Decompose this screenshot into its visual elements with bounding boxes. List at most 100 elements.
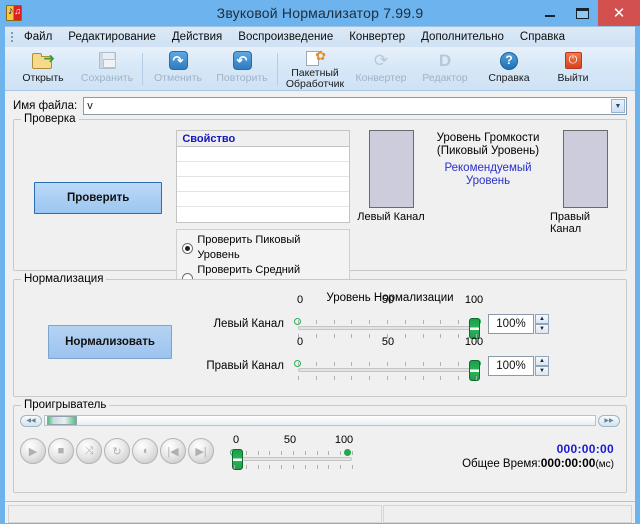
menu-item-additional[interactable]: Дополнительно	[421, 30, 504, 43]
spinner-up-icon[interactable]: ▲	[535, 356, 549, 366]
toolbar-label-redo: Повторить	[216, 71, 268, 84]
toolbar-button-converter[interactable]: ⟳ Конвертер	[349, 48, 413, 90]
property-row[interactable]	[177, 207, 349, 222]
normalize-left-value[interactable]: 100%	[488, 314, 534, 334]
menu-item-help[interactable]: Справка	[519, 30, 566, 43]
redo-icon: ↶	[229, 50, 255, 72]
normalize-right-label: Правый Канал	[206, 360, 284, 372]
total-time-units: (мс)	[595, 459, 614, 470]
meter-title-block: Уровень Громкости (Пиковый Уровень) Реко…	[426, 130, 550, 188]
toolbar-button-save[interactable]: Сохранить	[75, 48, 139, 90]
toolbar-button-undo[interactable]: ↷ Отменить	[146, 48, 210, 90]
volume-thumb[interactable]	[232, 449, 243, 470]
tick-100: 100	[464, 294, 484, 306]
spinner-up-icon[interactable]: ▲	[535, 314, 549, 324]
normalize-right-value[interactable]: 100%	[488, 356, 534, 376]
shuffle-icon[interactable]: ⤨	[76, 438, 102, 464]
toolbar-label-open: Открыть	[22, 71, 64, 84]
toolbar-button-editor[interactable]: D Редактор	[413, 48, 477, 90]
toolbar-button-exit[interactable]: ⏻ Выйти	[541, 48, 605, 90]
slider-thumb[interactable]	[469, 318, 480, 339]
property-row[interactable]	[177, 177, 349, 192]
right-channel-meter: Правый Канал	[550, 130, 620, 235]
status-pane-right	[383, 504, 632, 523]
exit-icon: ⏻	[560, 50, 586, 72]
close-button[interactable]: ✕	[598, 0, 640, 26]
normalize-button[interactable]: Нормализовать	[48, 325, 172, 359]
total-time-label: Общее Время:	[462, 458, 541, 470]
menu-item-file[interactable]: Файл	[24, 30, 53, 43]
tick-50: 50	[381, 336, 395, 348]
normalize-level-title: Уровень Нормализации	[326, 292, 454, 304]
normalize-left-slider[interactable]: 0 50 100	[292, 294, 483, 342]
tick-0: 0	[296, 294, 304, 306]
filename-combobox[interactable]: v ▼	[83, 97, 627, 115]
tick-50: 50	[381, 294, 395, 306]
volume-icon[interactable]: ◖	[132, 438, 158, 464]
repeat-icon[interactable]: ↻	[104, 438, 130, 464]
menu-item-actions[interactable]: Действия	[171, 30, 223, 43]
maximize-button[interactable]	[566, 0, 598, 26]
play-icon[interactable]: ▶	[20, 438, 46, 464]
menu-item-edit[interactable]: Редактирование	[68, 30, 156, 43]
volume-ticks-bottom	[234, 465, 353, 469]
minimize-button[interactable]	[534, 0, 566, 26]
tick-50: 50	[283, 434, 297, 446]
volume-track[interactable]	[234, 457, 352, 461]
volume-ticks-top	[234, 451, 353, 455]
toolbar-label-editor: Редактор	[422, 71, 468, 84]
toolbar: ➜ Открыть Сохранить ↷ Отменить ↶ Повтори…	[5, 47, 635, 91]
toolbar-label-save: Сохранить	[80, 71, 134, 84]
player-volume-slider[interactable]: 0 50 100	[228, 432, 358, 480]
seek-track[interactable]	[44, 415, 596, 426]
fast-forward-icon[interactable]: ▶▶	[598, 414, 620, 427]
menu-bar: Файл Редактирование Действия Воспроизвед…	[5, 26, 635, 47]
volume-level-title-line1: Уровень Громкости	[436, 132, 540, 144]
normalize-sliders-area: Уровень Нормализации Левый Канал 0 50 10…	[200, 292, 620, 392]
slider-track[interactable]	[298, 326, 476, 330]
property-row[interactable]	[177, 162, 349, 177]
menu-item-playback[interactable]: Воспроизведение	[238, 30, 334, 43]
toolbar-label-batch-processor: Пакетный Обработчик	[285, 66, 345, 90]
spinner-down-icon[interactable]: ▼	[535, 366, 549, 376]
slider-thumb[interactable]	[469, 360, 480, 381]
right-channel-meter-box	[562, 130, 608, 208]
check-group: Проверка Проверить Свойство	[13, 113, 627, 297]
recommended-level-line1: Рекомендуемый	[444, 162, 532, 174]
player-seekbar[interactable]: ◀◀ ▶▶	[20, 414, 620, 427]
toolbar-label-exit: Выйти	[557, 71, 589, 84]
stop-icon[interactable]: ■	[48, 438, 74, 464]
left-channel-meter-box	[368, 130, 414, 208]
toolbar-separator-2	[277, 52, 278, 85]
normalize-group-legend: Нормализация	[21, 273, 107, 285]
toolbar-button-open[interactable]: ➜ Открыть	[11, 48, 75, 90]
help-icon: ?	[496, 50, 522, 72]
seek-thumb[interactable]	[47, 416, 77, 425]
toolbar-button-help[interactable]: ? Справка	[477, 48, 541, 90]
filename-row: Имя файла: v ▼	[13, 97, 627, 115]
next-track-icon[interactable]: ▶|	[188, 438, 214, 464]
slider-track[interactable]	[298, 368, 476, 372]
menu-item-converter[interactable]: Конвертер	[349, 30, 406, 43]
normalize-right-slider[interactable]: 0 50 100	[292, 336, 483, 384]
property-row[interactable]	[177, 147, 349, 162]
normalize-right-row: Правый Канал 0 50 100	[200, 336, 620, 384]
toolbar-button-batch-processor[interactable]: ✿ Пакетный Обработчик	[281, 48, 349, 90]
radio-selected-icon	[182, 242, 194, 254]
window-controls: ✕	[534, 0, 640, 26]
toolbar-separator	[142, 52, 143, 85]
rewind-icon[interactable]: ◀◀	[20, 414, 42, 427]
toolbar-button-redo[interactable]: ↶ Повторить	[210, 48, 274, 90]
spinner-down-icon[interactable]: ▼	[535, 324, 549, 334]
tick-0: 0	[232, 434, 240, 446]
check-button[interactable]: Проверить	[34, 182, 163, 214]
property-list[interactable]: Свойство	[176, 130, 350, 223]
slider-ticks-bottom	[298, 376, 477, 380]
chevron-down-icon[interactable]: ▼	[611, 99, 625, 113]
tick-0: 0	[296, 336, 304, 348]
previous-track-icon[interactable]: |◀	[160, 438, 186, 464]
save-floppy-icon	[94, 50, 120, 72]
radio-check-peak-level[interactable]: Проверить Пиковый Уровень	[182, 233, 344, 263]
property-row[interactable]	[177, 192, 349, 207]
